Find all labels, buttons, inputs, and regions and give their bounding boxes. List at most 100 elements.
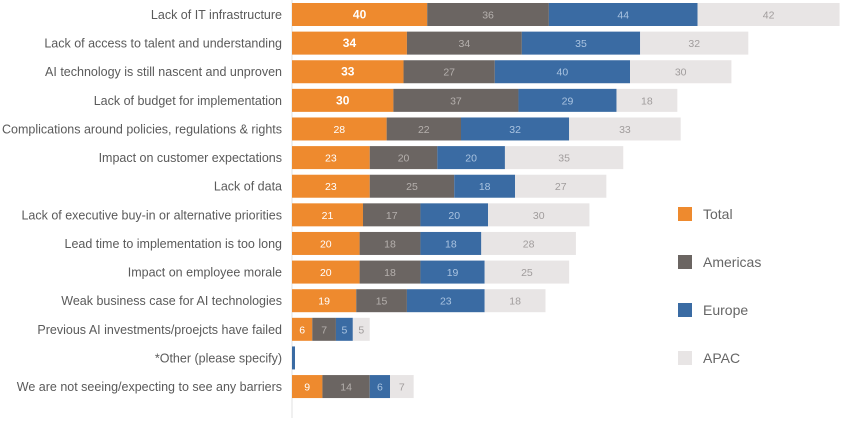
bar-segment-total (292, 88, 394, 112)
data-label: 20 (448, 210, 460, 222)
bar-segment-europe (461, 117, 570, 141)
bar-segment-americas (312, 317, 336, 341)
bar-segment-europe (518, 88, 617, 112)
bar-segment-apac (390, 375, 414, 399)
data-label: 35 (558, 153, 570, 165)
bar-segment-apac (569, 117, 681, 141)
legend-swatch-americas (678, 255, 692, 269)
bar-segment-apac (352, 317, 370, 341)
bar-segment-total (292, 260, 360, 284)
data-label: 40 (353, 8, 367, 22)
bar-segment-apac (488, 203, 590, 227)
legend-label: Europe (703, 302, 748, 318)
bar-segment-europe (548, 3, 698, 26)
bar-segment-total (292, 375, 323, 399)
data-label: 15 (376, 296, 388, 308)
bar-segment-total (292, 31, 407, 55)
bar-segment-total (292, 231, 360, 255)
data-label: 27 (443, 67, 455, 79)
data-label: 17 (386, 210, 398, 222)
category-label: Complications around policies, regulatio… (2, 122, 282, 136)
bar-segment-americas (322, 375, 370, 399)
data-label: 20 (320, 267, 332, 279)
category-label: Previous AI investments/proejcts have fa… (37, 323, 282, 337)
data-label: 30 (533, 210, 545, 222)
data-label: 23 (325, 181, 337, 193)
data-label: 6 (377, 382, 383, 394)
bar-segment-europe (406, 289, 485, 313)
bar-segment-apac (515, 174, 607, 198)
data-label: 32 (688, 38, 700, 50)
data-label: 18 (384, 267, 396, 279)
bar-segment-apac (484, 289, 546, 313)
legend-label: Total (703, 206, 733, 222)
data-label: 34 (459, 38, 471, 50)
data-label: 18 (445, 238, 457, 250)
data-label: 5 (358, 324, 364, 336)
category-label: AI technology is still nascent and unpro… (45, 65, 282, 79)
bar-segment-apac (616, 88, 678, 112)
bar-segment-europe (292, 346, 295, 370)
data-label: 37 (450, 95, 462, 107)
legend-label: Americas (703, 254, 761, 270)
category-label: Lack of data (214, 180, 282, 194)
data-label: 18 (384, 238, 396, 250)
data-label: 9 (304, 382, 310, 394)
data-label: 22 (418, 124, 430, 136)
legend-label: APAC (703, 350, 740, 366)
data-label: 27 (555, 181, 567, 193)
category-label: Lack of access to talent and understandi… (44, 37, 282, 51)
data-label: 20 (465, 153, 477, 165)
data-label: 7 (399, 382, 405, 394)
category-label: Impact on employee morale (128, 266, 282, 280)
data-label: 18 (509, 296, 521, 308)
bar-segment-apac (481, 231, 576, 255)
category-label: We are not seeing/expecting to see any b… (17, 380, 282, 394)
category-label: Weak business case for AI technologies (61, 294, 282, 308)
data-label: 28 (523, 238, 535, 250)
bar-segment-americas (406, 31, 522, 55)
legend: Total Americas Europe APAC (678, 206, 761, 366)
bar-segment-apac (697, 3, 840, 26)
data-label: 18 (479, 181, 491, 193)
legend-swatch-europe (678, 303, 692, 317)
legend-swatch-apac (678, 351, 692, 365)
category-label: Lack of executive buy-in or alternative … (21, 208, 282, 222)
bar-segment-europe (437, 146, 505, 170)
data-label: 34 (343, 36, 357, 50)
bar-segment-europe (420, 231, 482, 255)
data-label: 33 (619, 124, 631, 136)
data-label: 7 (321, 324, 327, 336)
bar-segment-total (292, 174, 370, 198)
bar-segment-total (292, 317, 313, 341)
bars-group: 40 36 44 42 34 34 35 32 33 27 40 30 30 37 29 18 28 22 32 33… (292, 3, 840, 399)
category-label: Impact on customer expectations (99, 151, 282, 165)
bar-segment-americas (427, 3, 549, 26)
category-label: Lack of IT infrastructure (151, 8, 282, 22)
bar-segment-total (292, 3, 428, 26)
bar-segment-americas (369, 146, 438, 170)
bar-segment-apac (504, 146, 624, 170)
bar-segment-americas (403, 60, 495, 84)
data-label: 23 (440, 296, 452, 308)
data-label: 18 (641, 95, 653, 107)
bar-segment-europe (521, 31, 641, 55)
data-label: 35 (575, 38, 587, 50)
category-label: Lead time to implementation is too long (65, 237, 283, 251)
bar-segment-europe (335, 317, 353, 341)
bar-segment-total (292, 60, 404, 84)
bar-segment-total (292, 289, 357, 313)
bar-segment-total (292, 146, 370, 170)
category-label: Lack of budget for implementation (94, 94, 282, 108)
data-label: 14 (340, 382, 352, 394)
bar-segment-apac (630, 60, 732, 84)
data-label: 36 (482, 10, 494, 22)
bar-segment-europe (369, 375, 391, 399)
category-labels-group: Lack of IT infrastructure Lack of access … (2, 8, 282, 394)
bar-segment-americas (362, 203, 421, 227)
data-label: 29 (562, 95, 574, 107)
data-label: 19 (318, 296, 330, 308)
bar-segment-europe (494, 60, 630, 84)
data-label: 20 (398, 153, 410, 165)
data-label: 33 (341, 65, 355, 79)
